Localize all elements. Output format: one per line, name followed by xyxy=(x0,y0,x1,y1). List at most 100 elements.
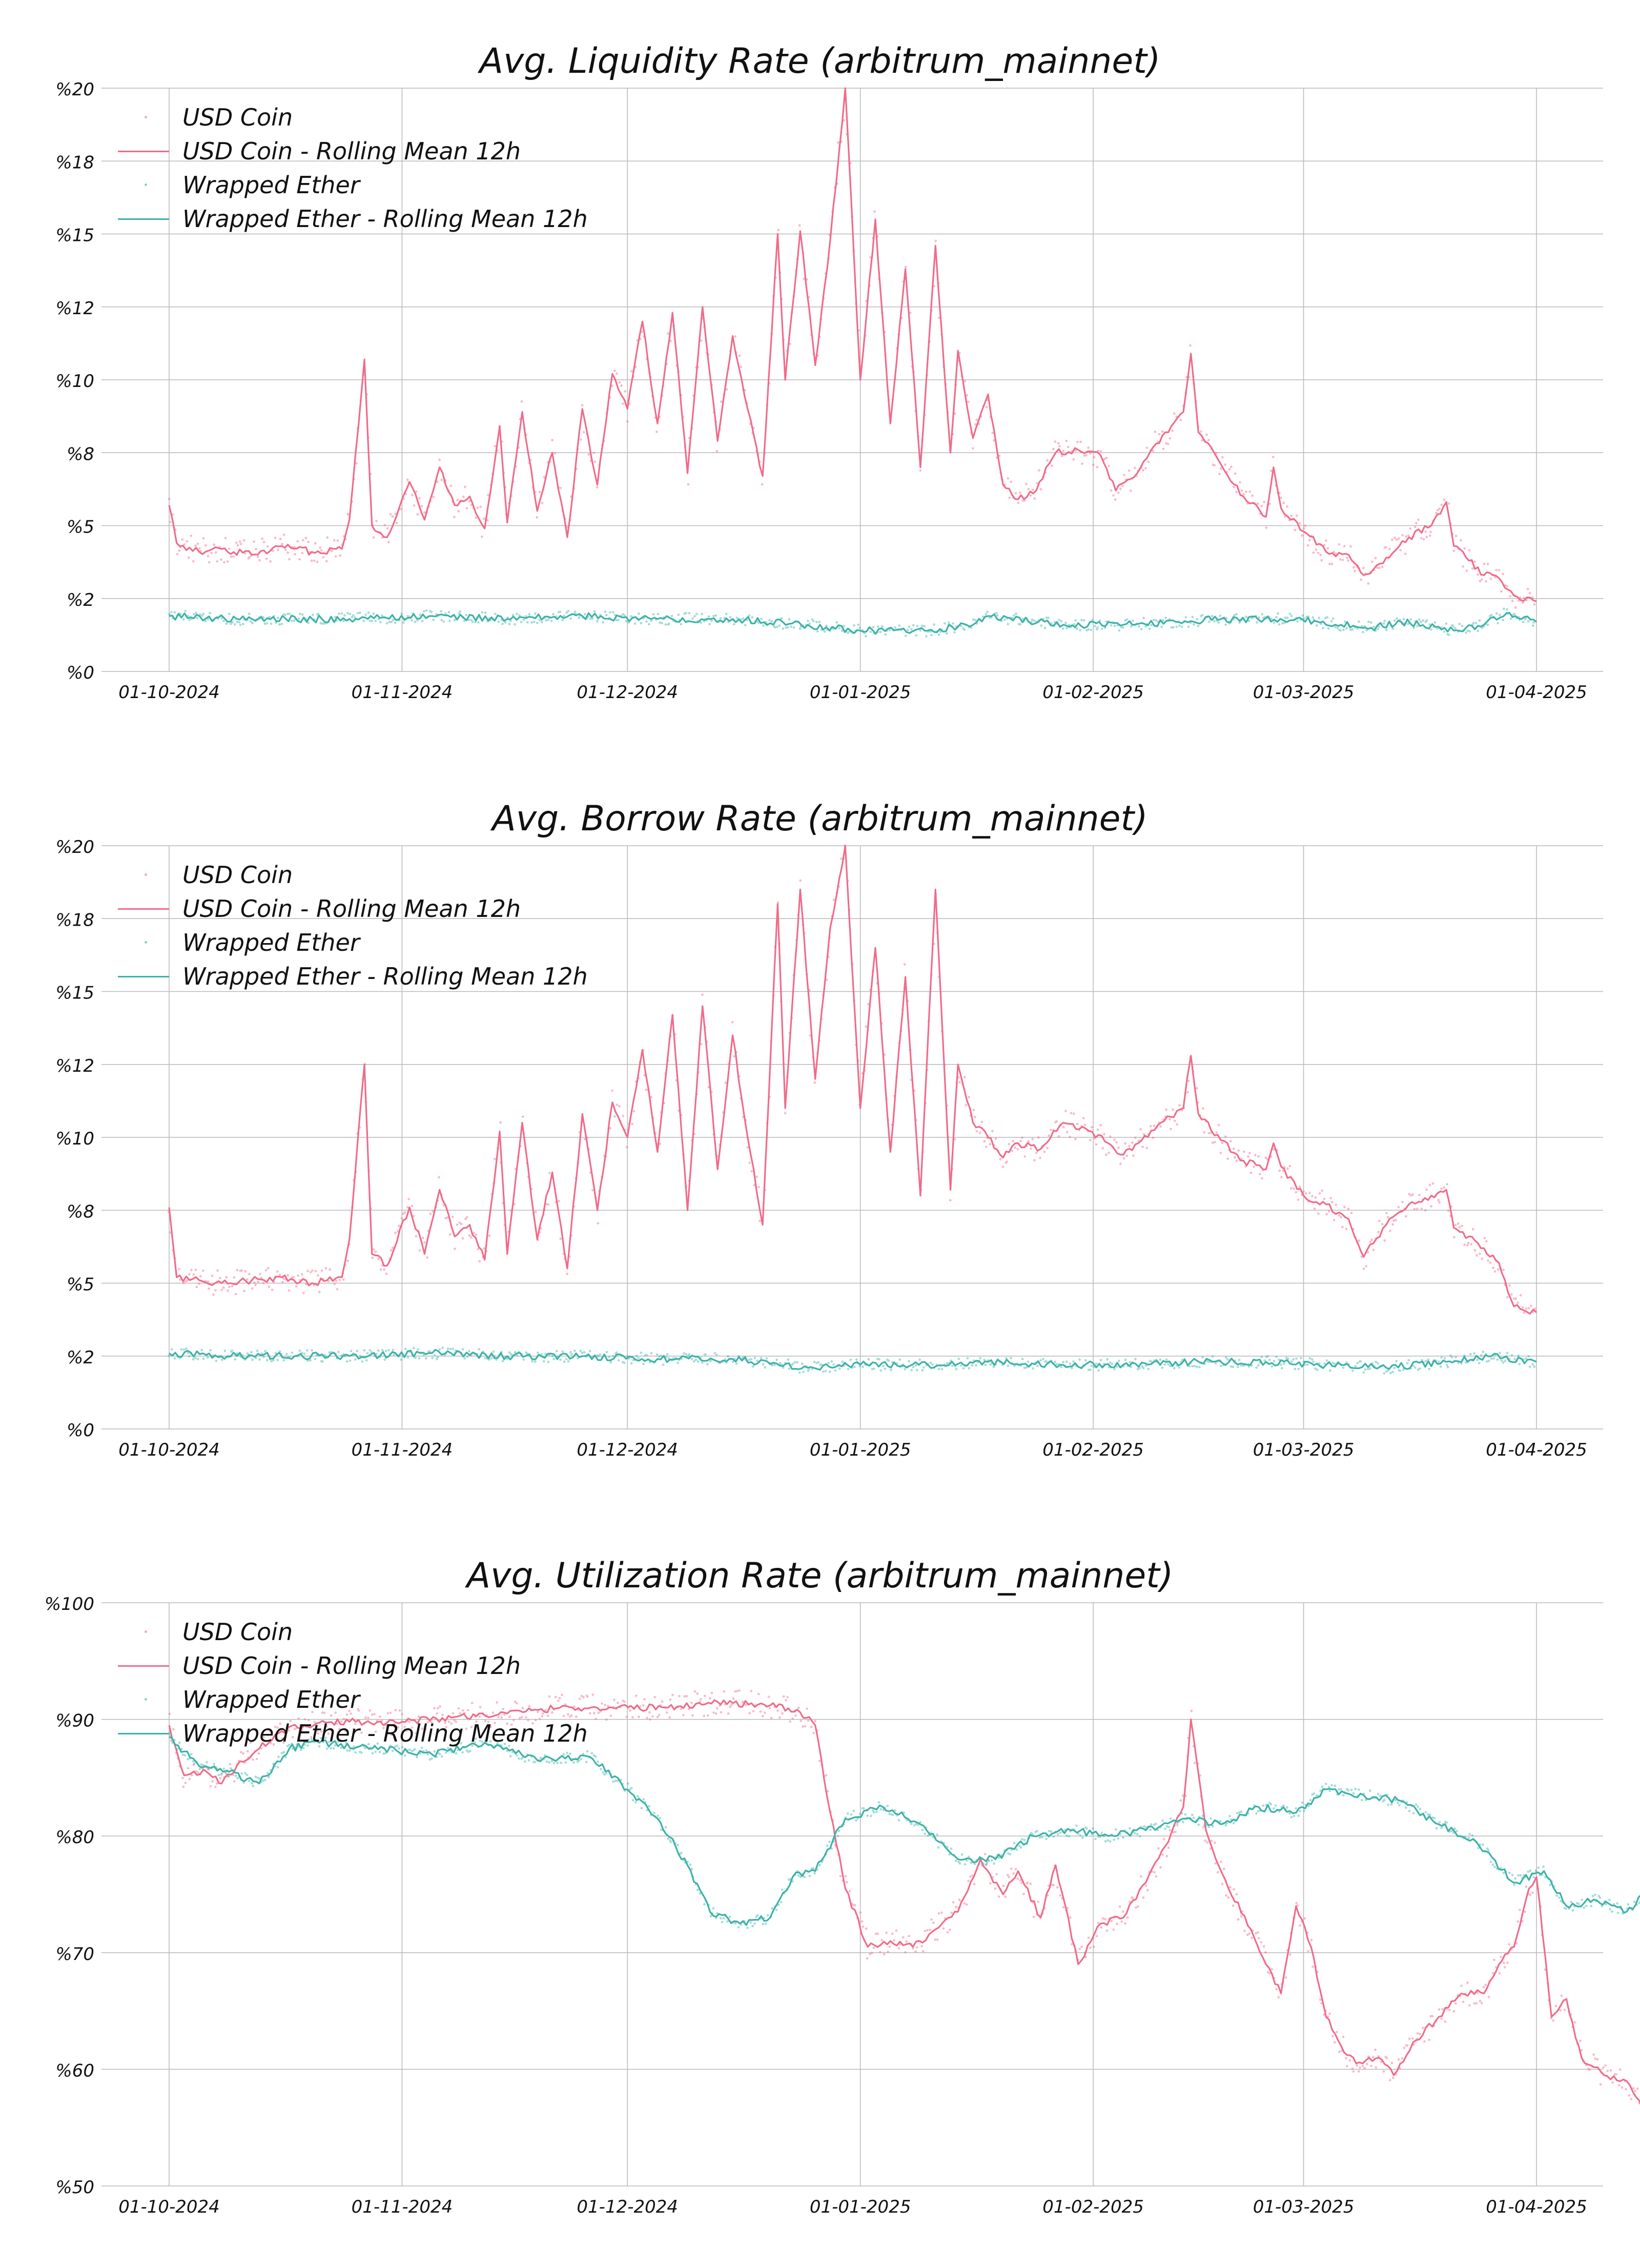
scatter-point xyxy=(825,1370,827,1373)
scatter-point xyxy=(1037,1901,1039,1903)
scatter-point xyxy=(746,1927,749,1929)
scatter-point xyxy=(837,1835,839,1837)
scatter-point xyxy=(182,618,185,621)
scatter-point xyxy=(317,1274,319,1277)
scatter-point xyxy=(936,1833,938,1836)
scatter-point xyxy=(1408,1810,1411,1812)
scatter-point xyxy=(984,1853,987,1855)
scatter-point xyxy=(1236,1893,1238,1896)
y-tick-label: %2 xyxy=(67,590,94,610)
scatter-point xyxy=(855,1819,857,1822)
scatter-point xyxy=(1414,1366,1417,1369)
scatter-point xyxy=(1307,1950,1309,1952)
scatter-point xyxy=(622,402,624,405)
scatter-point xyxy=(1027,1882,1029,1884)
scatter-point xyxy=(1421,1208,1423,1210)
scatter-point xyxy=(642,1363,645,1365)
scatter-point xyxy=(623,1701,626,1703)
scatter-point xyxy=(722,1917,725,1919)
scatter-point xyxy=(1560,2009,1562,2012)
scatter-point xyxy=(193,1762,196,1765)
scatter-point xyxy=(1487,563,1489,565)
scatter-point xyxy=(967,1879,970,1882)
scatter-point xyxy=(768,1695,770,1698)
scatter-point xyxy=(1237,1918,1240,1921)
scatter-point xyxy=(631,1716,634,1719)
scatter-point xyxy=(277,1755,280,1758)
scatter-point xyxy=(1471,567,1474,570)
scatter-point xyxy=(339,554,341,557)
scatter-point xyxy=(1347,559,1349,562)
y-tick-label: %20 xyxy=(55,79,94,100)
scatter-point xyxy=(963,1863,966,1866)
scatter-point xyxy=(439,1753,441,1755)
scatter-point xyxy=(199,1768,201,1770)
scatter-point xyxy=(963,1076,966,1078)
scatter-point xyxy=(231,1350,233,1352)
scatter-point xyxy=(929,1361,932,1364)
scatter-point xyxy=(1360,1360,1362,1363)
scatter-point xyxy=(1288,1165,1291,1168)
scatter-point xyxy=(950,1911,953,1914)
scatter-point xyxy=(1241,489,1243,492)
scatter-point xyxy=(1342,1794,1345,1796)
scatter-point xyxy=(1419,1367,1421,1370)
scatter-point xyxy=(497,621,500,623)
scatter-point xyxy=(695,613,698,616)
scatter-point xyxy=(841,1360,844,1363)
scatter-point xyxy=(733,623,735,625)
scatter-point xyxy=(1280,1363,1282,1366)
y-tick-label: %80 xyxy=(55,1827,94,1848)
scatter-point xyxy=(256,1758,258,1760)
scatter-point xyxy=(1502,573,1504,576)
scatter-point xyxy=(1299,1186,1301,1188)
scatter-point xyxy=(686,1695,688,1698)
scatter-point xyxy=(1254,1154,1257,1156)
scatter-point xyxy=(731,1021,734,1024)
scatter-point xyxy=(1359,2066,1361,2069)
scatter-point xyxy=(1140,628,1143,630)
scatter-point xyxy=(1406,1362,1409,1364)
scatter-point xyxy=(1093,456,1096,459)
scatter-point xyxy=(1054,440,1056,443)
scatter-point xyxy=(200,1348,203,1351)
scatter-point xyxy=(1050,1129,1052,1131)
scatter-point xyxy=(198,1282,200,1285)
scatter-point xyxy=(1292,1358,1295,1361)
scatter-point xyxy=(1423,538,1425,541)
scatter-point xyxy=(1174,1831,1177,1833)
scatter-point xyxy=(902,1936,905,1938)
scatter-point xyxy=(1097,1369,1100,1372)
scatter-point xyxy=(362,620,365,622)
scatter-point xyxy=(1014,1147,1016,1149)
scatter-point xyxy=(618,381,621,384)
scatter-point xyxy=(563,1360,566,1363)
scatter-point xyxy=(783,1695,785,1698)
scatter-point xyxy=(188,1273,191,1276)
scatter-point xyxy=(1179,419,1182,421)
scatter-point xyxy=(866,1957,869,1959)
scatter-point xyxy=(678,1695,681,1698)
scatter-point xyxy=(1164,617,1167,619)
scatter-point xyxy=(1451,1356,1453,1359)
scatter-point xyxy=(1256,621,1258,624)
scatter-point xyxy=(974,1116,976,1118)
scatter-point xyxy=(1513,1884,1515,1886)
scatter-point xyxy=(1297,1198,1299,1201)
scatter-point xyxy=(1496,1358,1499,1361)
scatter-point xyxy=(965,1104,968,1107)
scatter-point xyxy=(704,1353,707,1356)
scatter-point xyxy=(223,561,225,564)
scatter-point xyxy=(1080,1946,1083,1948)
scatter-point xyxy=(1041,1836,1043,1838)
scatter-point xyxy=(669,1699,672,1701)
scatter-point xyxy=(539,491,541,494)
scatter-point xyxy=(1159,1125,1162,1128)
scatter-point xyxy=(1220,1861,1222,1863)
scatter-point xyxy=(870,1815,872,1817)
scatter-point xyxy=(1465,631,1467,634)
scatter-point xyxy=(197,1358,199,1360)
scatter-point xyxy=(1293,1188,1295,1190)
scatter-point xyxy=(1395,1360,1398,1362)
scatter-point xyxy=(1110,489,1113,492)
